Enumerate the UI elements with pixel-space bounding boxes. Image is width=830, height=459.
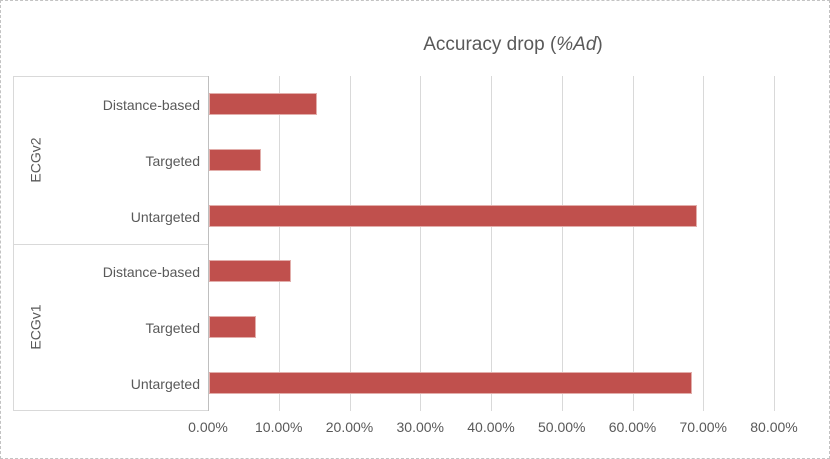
group-label-text: ECGv2 [28,137,44,183]
chart-title-suffix: ) [596,34,603,55]
x-axis-tick-label: 50.00% [538,419,586,435]
category-label: Untargeted [130,376,200,392]
bar-targeted[interactable] [209,149,261,171]
gridline [491,76,492,411]
gridline [632,76,634,411]
gridline [349,76,351,411]
gridline [420,76,422,411]
bar-distance-based[interactable] [209,260,292,282]
group-label-ecgv1: ECGv1 [14,244,58,411]
category-axis-box: ECGv2 ECGv1 Distance-based Targeted Unta… [13,76,208,411]
chart-title-text: Accuracy drop ( [423,34,557,55]
group-divider [14,243,208,245]
bar-targeted[interactable] [209,316,256,338]
category-label: Distance-based [102,264,200,280]
gridline [703,76,705,411]
category-label: Untargeted [130,209,200,225]
group-label-ecgv2: ECGv2 [14,77,58,244]
x-axis-tick-label: 80.00% [750,419,798,435]
x-axis-tick-label: 10.00% [255,419,303,435]
chart-title: Accuracy drop (%Ad) [208,31,818,59]
bar-untargeted[interactable] [209,372,692,394]
x-axis-tick-label: 40.00% [467,419,515,435]
x-axis-tick-label: 30.00% [396,419,444,435]
plot-area [208,76,775,411]
bar-distance-based[interactable] [209,93,318,115]
category-label: Distance-based [102,97,200,113]
group-label-text: ECGv1 [28,304,44,350]
gridline [561,76,563,411]
bar-untargeted[interactable] [209,205,698,227]
chart-title-italic: %Ad [556,34,597,55]
x-axis-tick-label: 60.00% [608,419,657,435]
x-axis-tick-label: 20.00% [325,419,374,435]
category-label: Targeted [145,153,200,169]
x-axis-tick-label: 70.00% [679,419,727,435]
gridline [774,76,775,411]
gridline [278,76,280,411]
x-axis-tick-label: 0.00% [188,419,228,435]
x-axis-tick-labels: 0.00% 10.00% 20.00% 30.00% 40.00% 50.00% 60.00… [188,417,798,439]
category-label: Targeted [145,320,200,336]
